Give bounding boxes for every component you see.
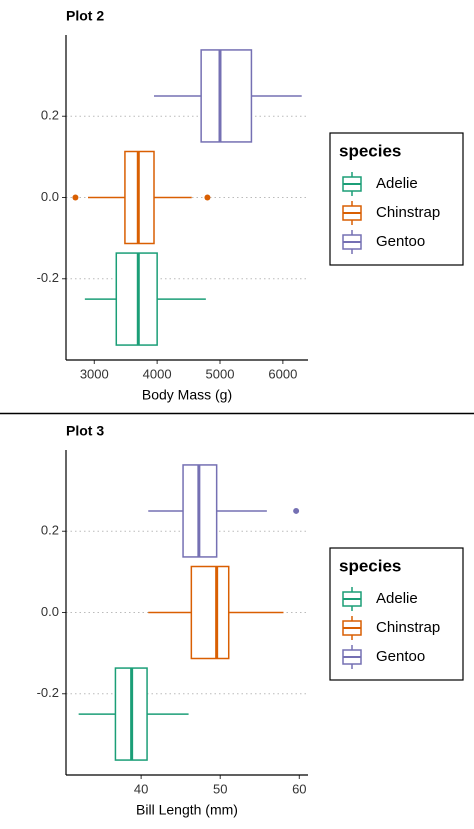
outlier [293, 507, 300, 514]
legend-label: Chinstrap [376, 619, 440, 636]
outlier [72, 194, 79, 201]
box [115, 252, 158, 346]
y-tick-label: 0.0 [41, 189, 59, 204]
legend-label: Chinstrap [376, 204, 440, 221]
legend-label: Adelie [376, 175, 418, 192]
x-tick-label: 50 [213, 781, 227, 796]
legend-label: Adelie [376, 590, 418, 607]
legend-title: species [339, 556, 401, 575]
y-tick-label: 0.2 [41, 523, 59, 538]
box [190, 565, 230, 660]
legend-label: Gentoo [376, 648, 425, 665]
x-tick-label: 4000 [143, 366, 172, 381]
x-tick-label: 40 [134, 781, 148, 796]
box [200, 49, 253, 143]
x-tick-label: 60 [292, 781, 306, 796]
x-tick-label: 5000 [206, 366, 235, 381]
y-tick-label: -0.2 [37, 270, 59, 285]
y-tick-label: 0.0 [41, 604, 59, 619]
x-axis-label: Body Mass (g) [142, 387, 232, 403]
y-tick-label: 0.2 [41, 108, 59, 123]
legend-label: Gentoo [376, 233, 425, 250]
chart-title: Plot 2 [66, 8, 104, 24]
x-tick-label: 6000 [268, 366, 297, 381]
y-tick-label: -0.2 [37, 685, 59, 700]
x-axis-label: Bill Length (mm) [136, 802, 238, 818]
outlier [204, 194, 211, 201]
legend-title: species [339, 141, 401, 160]
x-tick-label: 3000 [80, 366, 109, 381]
chart-title: Plot 3 [66, 423, 104, 439]
